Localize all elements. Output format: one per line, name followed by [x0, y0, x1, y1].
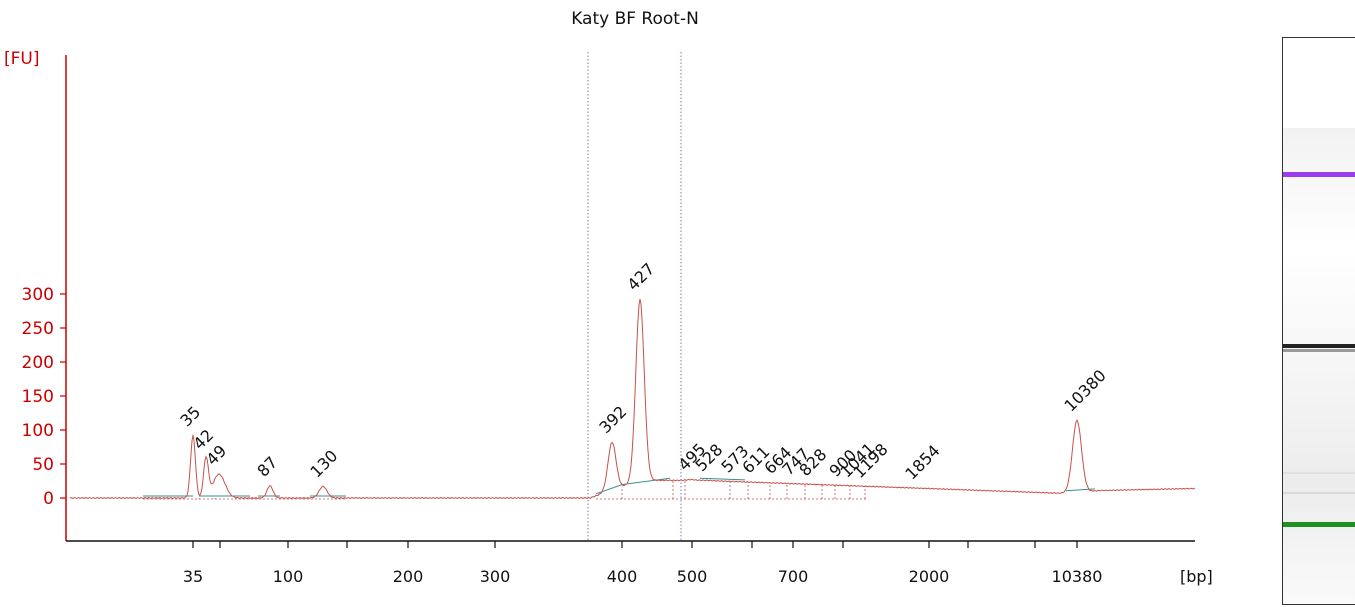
x-tick-label: 35 [183, 567, 203, 586]
upper-marker-band [1283, 172, 1355, 177]
peak-label: 427 [623, 259, 658, 294]
peak-label: 392 [595, 402, 630, 437]
x-tick-label: 500 [677, 567, 708, 586]
peak-label: 1854 [901, 441, 943, 483]
signal-trace [69, 299, 1196, 499]
peak-label: 1198 [849, 440, 891, 482]
electropherogram: Katy BF Root-N [FU] [bp] 0 50 100 150 200 250… [4, 9, 1213, 586]
x-tick-label: 2000 [909, 567, 950, 586]
sample-band [1283, 344, 1355, 348]
y-tick-label: 150 [22, 387, 54, 407]
x-tick-label: 100 [273, 567, 304, 586]
lower-marker-band [1283, 522, 1355, 527]
sample-band-shadow [1283, 349, 1355, 352]
x-axis-label: [bp] [1180, 567, 1213, 586]
x-tick-label: 200 [393, 567, 424, 586]
peak-label: 10380 [1060, 366, 1109, 415]
gel-lane [1283, 128, 1355, 604]
peak-baseline [1065, 488, 1096, 492]
peak-baseline [595, 484, 623, 495]
y-tick-label: 100 [22, 421, 54, 441]
y-tick-label: 300 [22, 285, 54, 305]
y-axis-label: [FU] [4, 49, 40, 69]
chart-title: Katy BF Root-N [571, 9, 699, 29]
y-tick-label: 0 [43, 489, 54, 509]
peak-baseline [621, 477, 671, 486]
peak-label: 130 [306, 446, 341, 481]
y-tick-label: 250 [22, 319, 54, 339]
faint-band [1283, 472, 1355, 474]
x-tick-label: 700 [778, 567, 809, 586]
gel-image [1282, 37, 1355, 605]
peak-label: 35 [176, 402, 204, 430]
y-tick-label: 50 [32, 455, 54, 475]
x-tick-label: 10380 [1052, 567, 1103, 586]
x-tick-label: 300 [480, 567, 511, 586]
peak-baseline [699, 477, 746, 481]
faint-band [1283, 492, 1355, 494]
y-tick-label: 200 [22, 353, 54, 373]
peak-label: 87 [253, 453, 281, 481]
x-tick-label: 400 [607, 567, 638, 586]
